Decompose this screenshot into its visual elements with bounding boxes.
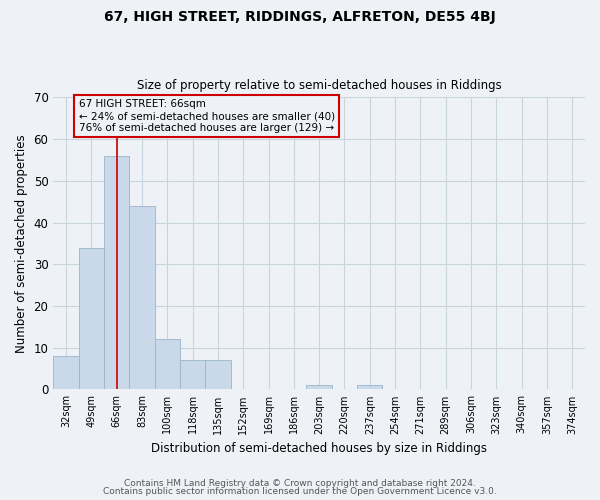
Bar <box>155 340 180 390</box>
Y-axis label: Number of semi-detached properties: Number of semi-detached properties <box>15 134 28 352</box>
Text: Contains HM Land Registry data © Crown copyright and database right 2024.: Contains HM Land Registry data © Crown c… <box>124 478 476 488</box>
Bar <box>205 360 230 390</box>
Title: Size of property relative to semi-detached houses in Riddings: Size of property relative to semi-detach… <box>137 79 502 92</box>
X-axis label: Distribution of semi-detached houses by size in Riddings: Distribution of semi-detached houses by … <box>151 442 487 455</box>
Text: Contains public sector information licensed under the Open Government Licence v3: Contains public sector information licen… <box>103 487 497 496</box>
Bar <box>79 248 104 390</box>
Bar <box>180 360 205 390</box>
Bar <box>357 386 382 390</box>
Text: 67 HIGH STREET: 66sqm
← 24% of semi-detached houses are smaller (40)
76% of semi: 67 HIGH STREET: 66sqm ← 24% of semi-deta… <box>79 100 335 132</box>
Bar <box>307 386 332 390</box>
Bar <box>129 206 155 390</box>
Bar <box>104 156 129 390</box>
Text: 67, HIGH STREET, RIDDINGS, ALFRETON, DE55 4BJ: 67, HIGH STREET, RIDDINGS, ALFRETON, DE5… <box>104 10 496 24</box>
Bar <box>53 356 79 390</box>
